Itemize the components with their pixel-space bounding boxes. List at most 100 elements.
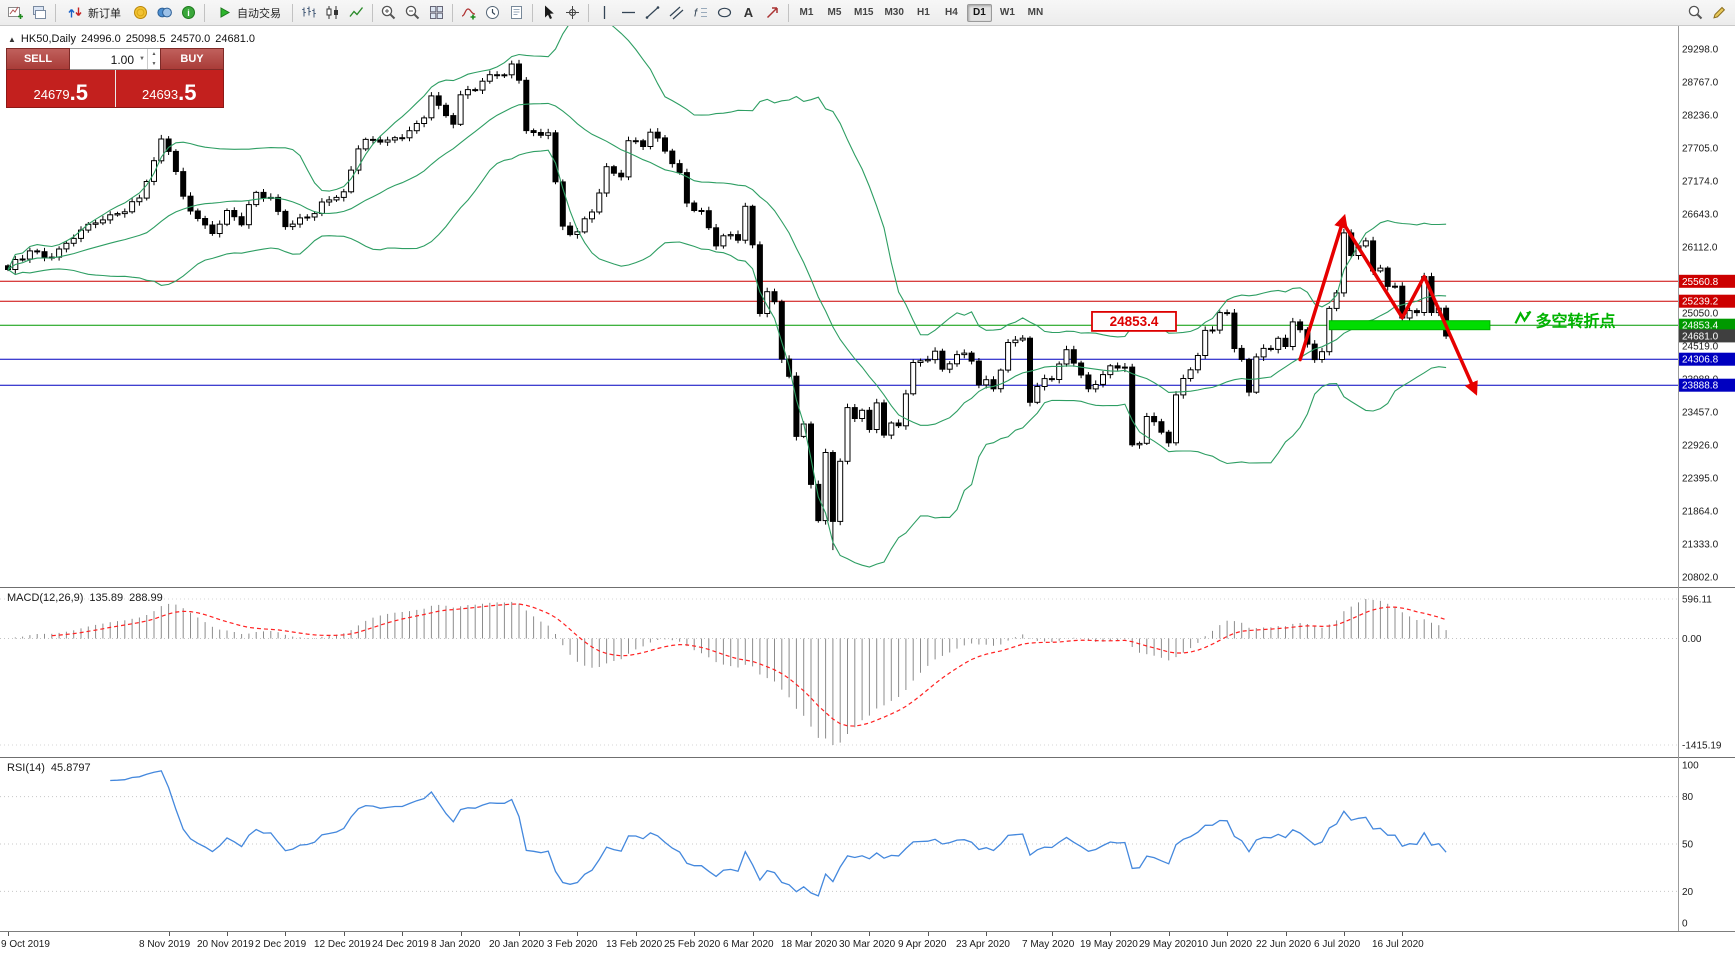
lot-increase-icon[interactable]: ▲ xyxy=(151,51,157,57)
buy-price[interactable]: 24693.5 xyxy=(115,70,223,107)
toolbar-separator xyxy=(55,3,56,22)
candlestick-series xyxy=(5,59,1450,551)
vline-tool-button[interactable] xyxy=(593,2,616,24)
timeframe-m5-button[interactable]: M5 xyxy=(822,4,847,22)
info-button[interactable]: i xyxy=(177,2,200,24)
funds-button[interactable] xyxy=(129,2,152,24)
time-axis-tick xyxy=(344,932,345,936)
timeframe-d1-button[interactable]: D1 xyxy=(966,3,992,22)
new-chart-icon xyxy=(8,6,23,19)
svg-text:596.11: 596.11 xyxy=(1682,595,1712,606)
time-axis-tick xyxy=(285,932,286,936)
time-axis[interactable]: 9 Oct 2019 8 Nov 2019 20 Nov 2019 2 Dec 201… xyxy=(0,931,1735,954)
time-axis-label: 10 Jun 2020 xyxy=(1197,939,1253,950)
timeframe-mn-button[interactable]: MN xyxy=(1023,4,1048,22)
price-chart[interactable]: 24853.4 多空转折点 29298.0 28767.0 28236.0 27705.0… xyxy=(0,26,1735,587)
time-axis-label: 19 May 2020 xyxy=(1080,939,1138,950)
buy-button[interactable]: BUY xyxy=(160,48,224,70)
rsi-panel[interactable]: 100 80 50 20 0 xyxy=(0,757,1735,931)
lot-dropdown-icon[interactable]: ▼ xyxy=(139,56,145,62)
ohlc-open: 24996.0 xyxy=(80,33,121,45)
community-icon xyxy=(157,7,172,18)
tile-windows-button[interactable] xyxy=(425,2,448,24)
indicators-button[interactable] xyxy=(457,2,480,24)
candle-chart-button[interactable] xyxy=(321,2,344,24)
toolbar-separator xyxy=(452,3,453,22)
templates-icon xyxy=(511,6,522,19)
autotrade-button-label: 自动交易 xyxy=(237,7,281,20)
timeframe-h4-button[interactable]: H4 xyxy=(939,4,964,22)
chart-profiles-button[interactable] xyxy=(28,2,51,24)
current-price-tag: 24681.0 xyxy=(1679,329,1735,343)
lot-size-value[interactable]: 1.00 xyxy=(110,53,134,67)
turning-point-annotation[interactable]: 多空转折点 xyxy=(1514,310,1616,330)
lot-decrease-icon[interactable]: ▼ xyxy=(151,61,157,67)
arrows-tool-button[interactable] xyxy=(761,2,784,24)
crosshair-button[interactable] xyxy=(561,2,584,24)
trend-arrow[interactable] xyxy=(1298,213,1348,362)
svg-text:26643.0: 26643.0 xyxy=(1682,210,1719,221)
trendline-tool-button[interactable] xyxy=(641,2,664,24)
autotrade-button[interactable]: 自动交易 xyxy=(209,2,288,24)
svg-text:50: 50 xyxy=(1682,840,1694,851)
timeframe-m30-button[interactable]: M30 xyxy=(880,4,907,22)
macd-indicator-label: MACD(12,26,9) 135.89 288.99 xyxy=(7,592,169,604)
svg-text:25239.2: 25239.2 xyxy=(1682,297,1719,308)
text-icon: A xyxy=(744,5,754,20)
lot-spinner[interactable]: ▲ ▼ xyxy=(147,49,160,69)
price-tag: 24306.8 xyxy=(1679,352,1735,366)
lot-size-field[interactable]: 1.00 ▼ ▲ ▼ xyxy=(70,48,160,70)
svg-text:23888.8: 23888.8 xyxy=(1682,381,1719,392)
macd-name: MACD(12,26,9) xyxy=(7,592,84,604)
cursor-button[interactable] xyxy=(537,2,560,24)
trend-arrow[interactable] xyxy=(1342,222,1478,396)
channel-tool-button[interactable] xyxy=(665,2,688,24)
rsi-axis-labels: 100 80 50 20 0 xyxy=(1682,761,1699,930)
svg-text:A: A xyxy=(744,5,754,20)
time-axis-label: 8 Nov 2019 xyxy=(139,939,191,950)
time-axis-label: 23 Apr 2020 xyxy=(956,939,1010,950)
timeframe-w1-button[interactable]: W1 xyxy=(995,4,1020,22)
main-toolbar: 新订单 i 自动交易 f A M1 M5 M15 M30 H1 H4 D1 W1 MN xyxy=(0,0,1735,26)
bar-chart-button[interactable] xyxy=(297,2,320,24)
bar-chart-icon xyxy=(302,6,316,18)
sell-button[interactable]: SELL xyxy=(6,48,70,70)
price-callout-label[interactable]: 24853.4 xyxy=(1091,310,1177,332)
new-chart-button[interactable] xyxy=(4,2,27,24)
time-axis-label: 13 Feb 2020 xyxy=(606,939,663,950)
sell-price[interactable]: 24679.5 xyxy=(7,70,115,107)
time-axis-tick xyxy=(1402,932,1403,936)
macd-panel[interactable]: 596.11 0.00 -1415.19 xyxy=(0,587,1735,757)
periods-button[interactable] xyxy=(481,2,504,24)
fibonacci-tool-button[interactable]: f xyxy=(689,2,712,24)
svg-text:22395.0: 22395.0 xyxy=(1682,474,1719,485)
hline-tool-button[interactable] xyxy=(617,2,640,24)
search-button[interactable] xyxy=(1684,2,1707,24)
zoom-in-button[interactable] xyxy=(377,2,400,24)
timeframe-h1-button[interactable]: H1 xyxy=(911,4,936,22)
price-digits: 24679 xyxy=(33,86,70,102)
support-zone-bar[interactable] xyxy=(1328,320,1491,331)
macd-axis-labels: 596.11 0.00 -1415.19 xyxy=(1682,595,1722,752)
svg-text:24519.0: 24519.0 xyxy=(1682,342,1719,353)
oneclick-collapse-icon[interactable]: ▲ xyxy=(8,35,16,44)
templates-button[interactable] xyxy=(505,2,528,24)
text-tool-button[interactable]: A xyxy=(737,2,760,24)
time-axis-tick xyxy=(636,932,637,936)
edit-button[interactable] xyxy=(1708,2,1731,24)
macd-signal-value: 288.99 xyxy=(129,592,163,604)
community-button[interactable] xyxy=(153,2,176,24)
zoom-out-button[interactable] xyxy=(401,2,424,24)
timeframe-m15-button[interactable]: M15 xyxy=(850,4,877,22)
new-order-button[interactable]: 新订单 xyxy=(60,2,128,24)
svg-text:0: 0 xyxy=(1682,919,1688,930)
timeframe-m1-button[interactable]: M1 xyxy=(794,4,819,22)
time-axis-label: 8 Jan 2020 xyxy=(431,939,481,950)
line-chart-button[interactable] xyxy=(345,2,368,24)
line-chart-icon xyxy=(349,7,364,17)
ohlc-high: 25098.5 xyxy=(125,33,166,45)
shapes-tool-button[interactable] xyxy=(713,2,736,24)
toolbar-separator xyxy=(588,3,589,22)
zoom-out-icon xyxy=(405,5,420,20)
